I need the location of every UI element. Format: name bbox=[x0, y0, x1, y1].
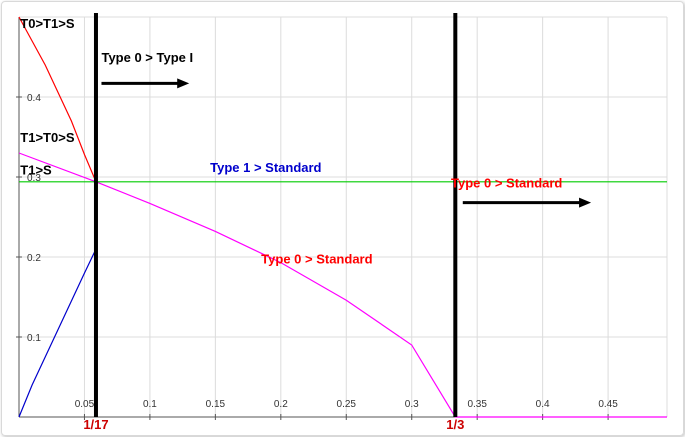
annotation-0: T0>T1>S bbox=[20, 16, 75, 31]
x-tick-label: 0.05 bbox=[75, 399, 95, 410]
annotation-3: Type 0 > Type I bbox=[101, 50, 193, 65]
series-line-0 bbox=[18, 16, 97, 183]
annotation-2: T1>S bbox=[20, 163, 52, 178]
annotation-4: Type 1 > Standard bbox=[210, 160, 321, 175]
annotation-5: Type 0 > Standard bbox=[451, 175, 562, 190]
series-line-2 bbox=[18, 152, 667, 418]
x-tick-label: 0.3 bbox=[405, 399, 419, 410]
vertical-line-label-1: 1/3 bbox=[446, 417, 464, 432]
annotation-1: T1>T0>S bbox=[20, 130, 75, 145]
x-tick-label: 0.45 bbox=[598, 399, 618, 410]
vertical-line-label-0: 1/17 bbox=[83, 417, 108, 432]
arrow-head-0 bbox=[177, 78, 190, 89]
x-tick-label: 0.1 bbox=[143, 399, 157, 410]
annotation-6: Type 0 > Standard bbox=[261, 251, 372, 266]
arrow-head-1 bbox=[579, 197, 592, 208]
y-tick-label: 0.2 bbox=[27, 253, 41, 264]
x-tick-label: 0.35 bbox=[467, 399, 487, 410]
x-tick-label: 0.4 bbox=[536, 399, 550, 410]
x-tick-label: 0.25 bbox=[337, 399, 357, 410]
y-tick-label: 0.3 bbox=[27, 173, 41, 184]
x-tick-label: 0.15 bbox=[206, 399, 226, 410]
x-tick-label: 0.2 bbox=[274, 399, 288, 410]
series-line-1 bbox=[18, 248, 97, 418]
y-tick-label: 0.1 bbox=[27, 333, 41, 344]
y-tick-label: 0.4 bbox=[27, 93, 41, 104]
